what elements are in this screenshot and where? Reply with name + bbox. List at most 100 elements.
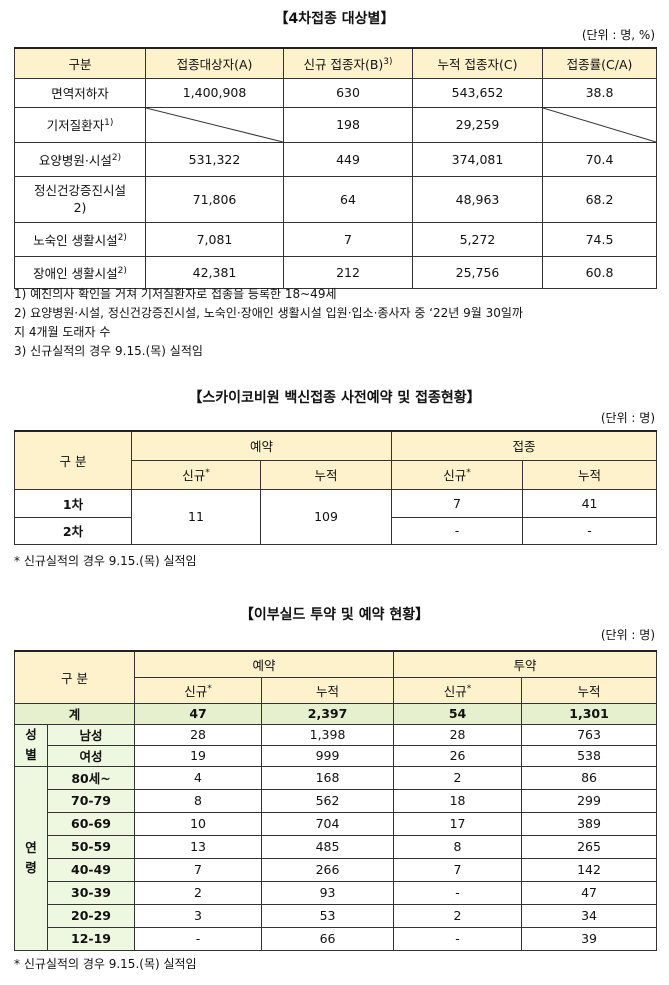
row-label: 2차 — [14, 516, 132, 545]
cell-new: 7 — [283, 221, 413, 257]
cell-reserve-new: 13 — [134, 834, 263, 859]
cell-target: 7,081 — [145, 221, 284, 257]
cell-new: 212 — [283, 255, 413, 289]
table3: 구 분 예약 투약 신규* 누적 신규* 누적 계 47 2,397 54 1,… — [13, 650, 658, 951]
cell-admin-new: 8 — [393, 834, 523, 859]
col-header-reserve: 예약 — [130, 430, 393, 461]
cell-rate: 68.2 — [542, 175, 657, 223]
row-label-note: 2) — [117, 265, 127, 276]
row-label-note: 1) — [104, 117, 114, 128]
col-header-new-label: 신규 — [182, 468, 206, 483]
col-header-group: 구 분 — [14, 430, 132, 490]
cell-new: 630 — [283, 77, 413, 108]
cell-reserve-new: 10 — [134, 811, 263, 836]
cell-admin-new: 7 — [393, 857, 523, 882]
table-row: 기저질환자1) 198 29,259 — [14, 106, 657, 143]
total-row: 계 47 2,397 54 1,301 — [13, 702, 658, 725]
row-label: 40-49 — [46, 857, 136, 882]
col-header-vacc-cum: 누적 — [522, 459, 658, 490]
cell-admin-cum: 142 — [521, 857, 658, 882]
table-row: 70-79 8 562 18 299 — [15, 788, 658, 813]
cell-reserve-new: 19 — [134, 744, 263, 767]
table1-title: 【4차접종 대상별】 — [274, 11, 395, 27]
col-header-reserve-new: 신규* — [131, 459, 261, 490]
table1-unit: (단위 : 명, %) — [581, 28, 655, 42]
table3-footnote: * 신규실적의 경우 9.15.(목) 실적임 — [14, 957, 197, 971]
col-header-admin-cum: 누적 — [521, 676, 658, 704]
cell-admin-new: 2 — [393, 765, 523, 790]
cell-reserve-cum: 2,397 — [261, 702, 395, 725]
row-label-text: 정신건강증진시설 — [33, 183, 126, 198]
table-row: 20-29 3 53 2 34 — [15, 903, 658, 928]
table-row: 40-49 7 266 7 142 — [15, 857, 658, 882]
cell-vacc-new: 7 — [391, 488, 524, 518]
table-row: 12-19 - 66 - 39 — [15, 926, 658, 951]
col-header-reserve-cum: 누적 — [261, 676, 395, 704]
cell-target: 1,400,908 — [145, 77, 284, 108]
cell-admin-new: 2 — [393, 903, 523, 928]
col-header-new: 신규 접종자(B)3) — [283, 47, 413, 79]
cell-rate: 70.4 — [542, 141, 657, 177]
cell-admin-new: 17 — [393, 811, 523, 836]
table-row: 면역저하자 1,400,908 630 543,652 38.8 — [14, 77, 657, 108]
row-label: 80세~ — [46, 765, 136, 790]
cell-reserve-new: 28 — [134, 723, 263, 746]
cell-cumulative: 543,652 — [412, 77, 543, 108]
cell-admin-new: - — [393, 926, 523, 951]
cell-admin-cum: 39 — [521, 926, 658, 951]
row-label: 20-29 — [46, 903, 136, 928]
table2: 구 분 예약 접종 신규* 누적 신규* 누적 1차 11 109 7 41 2… — [14, 430, 658, 545]
col-header-new-note: * — [466, 467, 471, 478]
row-label-text: 기저질환자 — [46, 118, 105, 133]
table-row: 30-39 2 93 - 47 — [15, 880, 658, 905]
row-label: 30-39 — [46, 880, 136, 905]
cell-reserve-cum: 53 — [261, 903, 395, 928]
footnote: 1) 예진의사 확인을 거쳐 기저질환자로 접종을 등록한 18~49세 — [14, 287, 337, 301]
cell-reserve-cum: 266 — [261, 857, 395, 882]
row-label: 여성 — [46, 744, 136, 767]
col-header-target: 접종대상자(A) — [145, 47, 284, 79]
cell-new: 449 — [283, 141, 413, 177]
cell-target: 42,381 — [145, 255, 284, 289]
col-header-new-note: * — [466, 683, 472, 694]
cell-admin-cum: 265 — [521, 834, 658, 859]
cell-cumulative: 25,756 — [412, 255, 543, 289]
cell-admin-new: 18 — [393, 788, 523, 813]
cell-cumulative: 374,081 — [412, 141, 543, 177]
row-label-note: 2) — [111, 152, 122, 163]
group-label-char: 별 — [25, 747, 37, 762]
col-header-reserve: 예약 — [134, 650, 395, 678]
cell-cumulative: 48,963 — [412, 175, 543, 223]
col-header-new-label: 신규 — [184, 683, 208, 699]
row-label: 50-59 — [46, 834, 136, 859]
cell-admin-cum: 47 — [521, 880, 658, 905]
cell-target: 71,806 — [145, 175, 284, 223]
table2-title: 【스카이코비원 백신접종 사전예약 및 접종현황】 — [188, 390, 481, 406]
table2-unit: (단위 : 명) — [600, 411, 655, 425]
cell-cumulative: 5,272 — [412, 221, 543, 257]
col-header-admin-new: 신규* — [393, 676, 523, 704]
cell-admin-new: 54 — [393, 702, 523, 725]
cell-target-empty — [145, 106, 284, 143]
cell-rate-empty — [542, 106, 657, 143]
table-row: 60-69 10 704 17 389 — [15, 811, 658, 836]
footnote: 3) 신규실적의 경우 9.15.(목) 실적임 — [14, 344, 203, 358]
table-row: 요양병원·시설2) 531,322 449 374,081 70.4 — [14, 141, 657, 177]
row-label-text: 노숙인 생활시설 — [33, 232, 118, 248]
table-row: 여성 19 999 26 538 — [15, 744, 658, 767]
group-label-char: 령 — [25, 860, 37, 875]
row-label-note: 2) — [117, 232, 127, 243]
col-header-new-note: * — [207, 683, 212, 694]
table3-unit: (단위 : 명) — [600, 628, 655, 642]
row-label: 요양병원·시설2) — [14, 141, 146, 177]
col-header-reserve-new: 신규* — [134, 676, 263, 704]
col-header-new-label: 신규 — [443, 468, 467, 483]
row-label: 정신건강증진시설 2) — [14, 175, 146, 223]
cell-reserve-new: 8 — [134, 788, 263, 813]
diagonal-line — [146, 108, 283, 142]
cell-rate: 74.5 — [542, 221, 657, 257]
table1-footnotes: 1) 예진의사 확인을 거쳐 기저질환자로 접종을 등록한 18~49세 2) … — [14, 285, 659, 361]
